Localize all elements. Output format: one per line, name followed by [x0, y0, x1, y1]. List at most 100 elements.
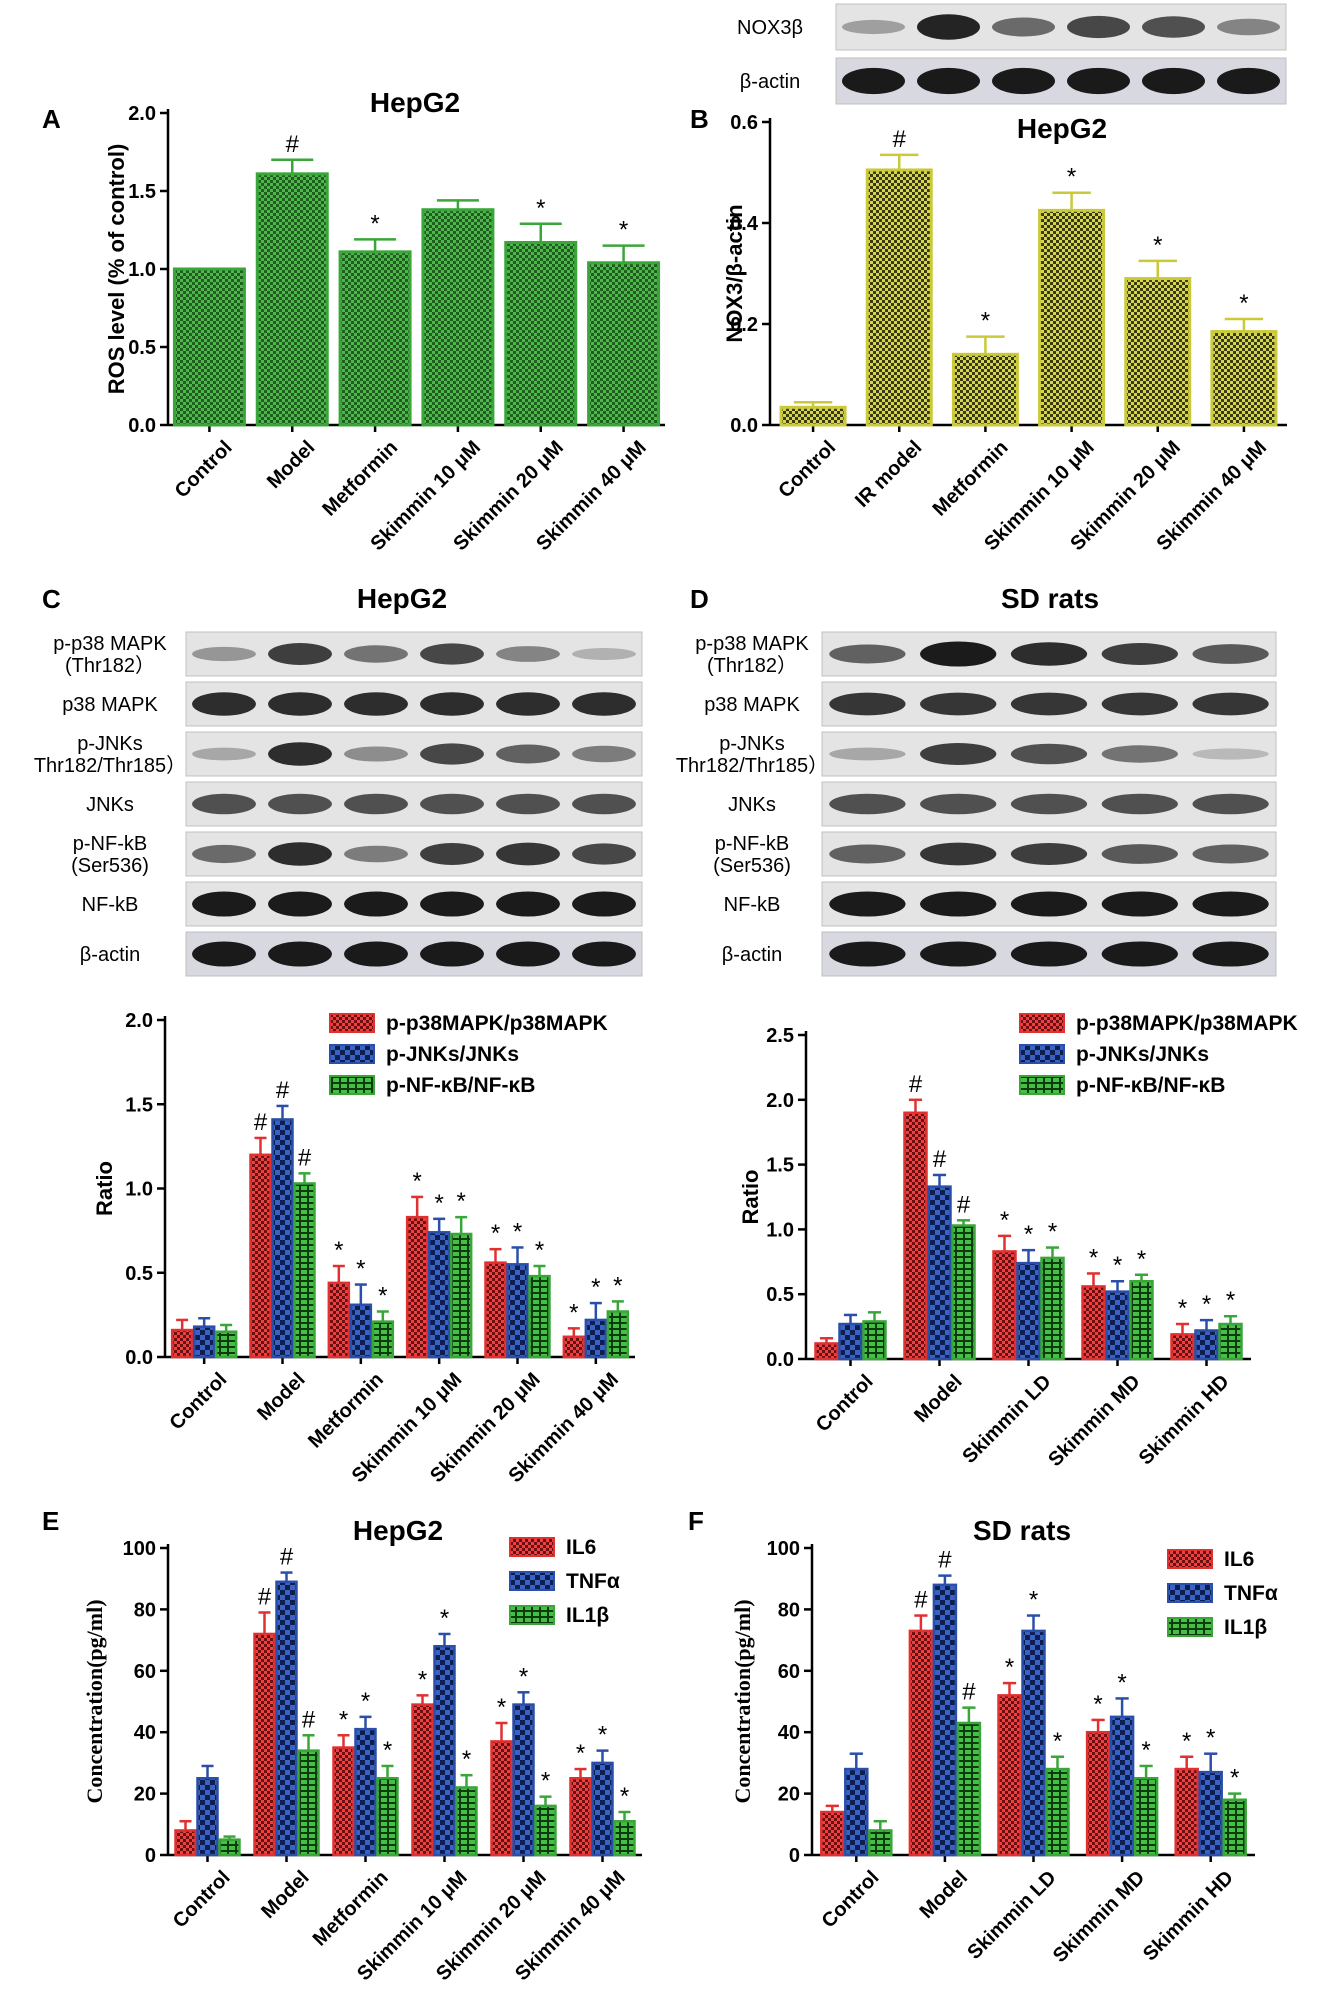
- blot-band: [344, 645, 408, 663]
- significance-mark: *: [456, 1188, 465, 1215]
- bar: [421, 208, 495, 427]
- blot-band: [496, 793, 560, 815]
- significance-mark: *: [462, 1746, 471, 1773]
- significance-mark: *: [440, 1605, 449, 1632]
- category-label: Skimmin LD: [958, 1371, 1055, 1468]
- bar: [562, 1335, 586, 1359]
- blot-band: [420, 643, 484, 665]
- blot-band: [496, 941, 560, 967]
- blot-band: [1101, 891, 1178, 917]
- blot-band: [917, 67, 980, 95]
- significance-mark: #: [893, 126, 907, 153]
- bar: [1124, 277, 1192, 427]
- blot-strip: [185, 931, 643, 977]
- y-tick-label: 0.5: [128, 337, 156, 359]
- bar: [1040, 1256, 1065, 1361]
- y-tick-label: 80: [778, 1599, 800, 1621]
- bar: [506, 1263, 529, 1359]
- blot-band: [829, 747, 906, 761]
- blot-band: [572, 793, 636, 815]
- bar: [354, 1727, 377, 1857]
- bar: [433, 1644, 456, 1857]
- blot-band: [344, 746, 408, 762]
- significance-mark: *: [1024, 1221, 1033, 1248]
- chart-f: 0 20 40 60 80 100 Concentration(pg/ml) SD rats C…: [730, 1515, 1278, 1967]
- category-label: Metformin: [318, 437, 402, 521]
- legend-swatch: [1167, 1549, 1213, 1569]
- significance-mark: *: [1029, 1587, 1038, 1614]
- bar: [868, 1829, 893, 1857]
- blot-band: [917, 14, 980, 40]
- blot-band: [420, 941, 484, 967]
- y-tick-label: 0.0: [766, 1349, 794, 1371]
- panel-letter-e: E: [42, 1506, 59, 1536]
- y-tick-label: 2.0: [766, 1090, 794, 1112]
- blot-row-label: NF-kB: [724, 894, 781, 916]
- significance-mark: *: [1137, 1246, 1146, 1273]
- category-label: Metformin: [304, 1369, 388, 1453]
- significance-mark: *: [370, 210, 379, 237]
- category-label: Model: [257, 1867, 313, 1923]
- blot-band: [420, 891, 484, 917]
- category-label: Model: [910, 1371, 966, 1427]
- blot-band: [572, 692, 636, 716]
- bar: [606, 1310, 630, 1359]
- y-tick-label: 40: [134, 1722, 156, 1744]
- blot-band: [268, 941, 332, 967]
- y-tick-label: 0.5: [125, 1263, 153, 1285]
- significance-mark: *: [1093, 1691, 1102, 1718]
- bar: [253, 1632, 276, 1857]
- legend-swatch: [329, 1075, 375, 1095]
- significance-mark: *: [361, 1688, 370, 1715]
- significance-mark: #: [258, 1583, 272, 1610]
- bar: [534, 1804, 557, 1857]
- blot-row-label: p-p38 MAPK: [53, 633, 167, 655]
- blot-band: [268, 891, 332, 917]
- significance-mark: *: [434, 1190, 443, 1217]
- category-label: Control: [812, 1371, 878, 1437]
- legend-label: TNFα: [566, 1570, 620, 1593]
- significance-mark: *: [536, 195, 545, 222]
- bar: [992, 1250, 1017, 1361]
- significance-mark: *: [378, 1283, 387, 1310]
- significance-mark: *: [620, 1783, 629, 1810]
- significance-mark: *: [1117, 1669, 1126, 1696]
- blot-band: [1010, 891, 1088, 917]
- y-tick-label: 0.6: [730, 112, 758, 134]
- significance-mark: #: [957, 1191, 971, 1218]
- blot-band: [268, 742, 332, 766]
- legend-swatch: [1167, 1617, 1213, 1637]
- bar: [196, 1777, 219, 1857]
- legend-swatch: [329, 1044, 375, 1064]
- significance-mark: *: [619, 217, 628, 244]
- chart-title: SD rats: [1001, 583, 1099, 614]
- significance-mark: *: [356, 1256, 365, 1283]
- chart-title: HepG2: [370, 87, 460, 118]
- blot-band: [920, 641, 997, 667]
- bar: [779, 405, 847, 427]
- blot-strip: [185, 831, 643, 877]
- y-tick-label: 20: [778, 1784, 800, 1806]
- significance-mark: *: [613, 1272, 622, 1299]
- category-label: Control: [774, 437, 840, 503]
- bar: [349, 1303, 373, 1359]
- category-label: Skimmin HD: [1139, 1867, 1238, 1966]
- blot-band: [572, 891, 636, 917]
- blot-band: [420, 843, 484, 865]
- bar: [997, 1694, 1022, 1857]
- y-tick-label: 0.4: [730, 213, 759, 235]
- blot-band: [842, 67, 905, 95]
- blot-strip: [835, 3, 1287, 51]
- blot-row-label: JNKs: [86, 794, 134, 816]
- significance-mark: #: [914, 1587, 928, 1614]
- blot-band: [1101, 941, 1178, 967]
- y-tick-label: 1.5: [766, 1155, 794, 1177]
- bar: [1081, 1285, 1106, 1361]
- blot-band: [192, 793, 256, 815]
- legend-swatch: [329, 1013, 375, 1033]
- blot-strip: [835, 57, 1287, 105]
- blot-band: [920, 891, 997, 917]
- western-blot-d: p-p38 MAPK(Thr182） p38 MAPK p-JNKsThr182/T…: [676, 631, 1277, 977]
- panel-letter-f: F: [688, 1506, 704, 1536]
